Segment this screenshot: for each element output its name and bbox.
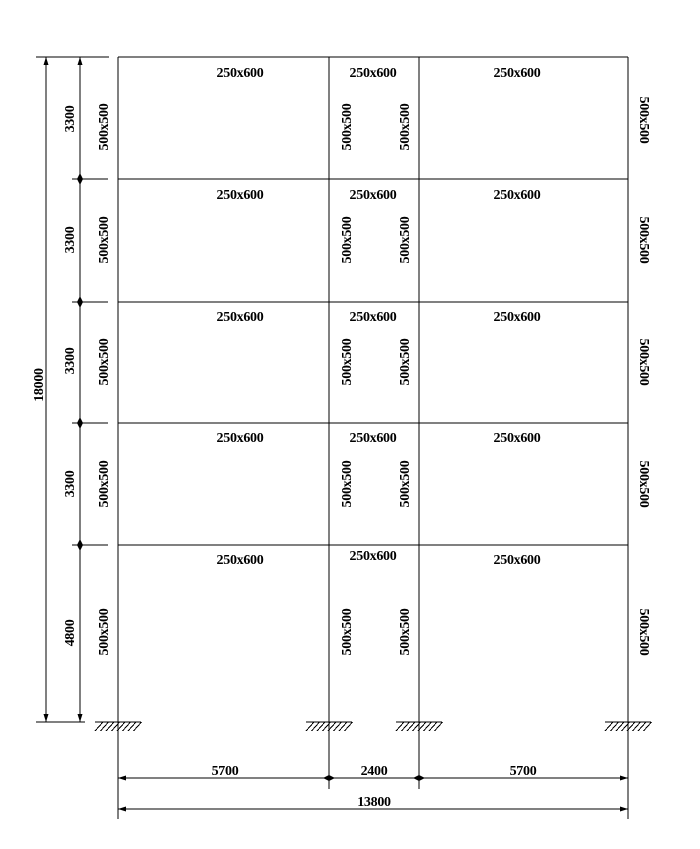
beam-label: 250x600 [494,66,541,81]
column-label: 500x500 [636,217,651,264]
beam-label: 250x600 [217,310,264,325]
column-label: 500x500 [340,103,355,150]
beam-label: 250x600 [494,431,541,446]
arrowhead [323,775,335,781]
beam-label: 250x600 [350,66,397,81]
bay-width-dim: 2400 [361,764,388,779]
column-label: 500x500 [97,460,112,507]
column-label: 500x500 [636,97,651,144]
beam-label: 250x600 [350,188,397,203]
total-width-dim: 13800 [357,795,391,810]
arrowhead [77,57,83,65]
column-label: 500x500 [97,103,112,150]
beam-label: 250x600 [217,66,264,81]
arrowhead [43,57,49,65]
arrowhead [118,806,126,812]
beam-label: 250x600 [217,188,264,203]
column-label: 500x500 [97,338,112,385]
column-label: 500x500 [398,608,413,655]
column-label: 500x500 [340,608,355,655]
height-dimension-lines [36,56,109,723]
arrowhead [77,417,83,429]
beam-label: 250x600 [494,553,541,568]
bay-width-dim: 5700 [212,764,239,779]
frame-beam-lines [118,56,628,546]
story-height-dim: 3300 [63,105,78,132]
story-height-dim: 3300 [63,470,78,497]
arrowhead [77,539,83,551]
beam-labels: 250x600 250x600 250x600 250x600 250x600 … [217,66,542,568]
beam-label: 250x600 [494,310,541,325]
column-label: 500x500 [97,608,112,655]
column-label: 500x500 [398,103,413,150]
column-label: 500x500 [398,338,413,385]
arrowhead [620,806,628,812]
column-label: 500x500 [636,339,651,386]
dimension-labels: 3300 3300 3300 3300 4800 18000 5700 2400… [32,105,537,810]
arrowhead [77,714,83,722]
arrowhead [620,775,628,781]
arrowhead [43,714,49,722]
story-height-dim: 3300 [63,226,78,253]
column-label: 500x500 [340,216,355,263]
frame-column-lines [117,57,629,722]
arrowhead [77,173,83,185]
arrowhead [77,296,83,308]
beam-label: 250x600 [494,188,541,203]
column-label: 500x500 [398,460,413,507]
story-height-dim: 3300 [63,347,78,374]
column-label: 500x500 [97,216,112,263]
bay-width-dim: 5700 [510,764,537,779]
story-height-dim: 4800 [63,619,78,646]
support-hatches [94,721,652,732]
beam-label: 250x600 [350,549,397,564]
arrowhead [413,775,425,781]
total-height-dim: 18000 [32,368,47,402]
column-label: 500x500 [340,460,355,507]
column-label: 500x500 [340,338,355,385]
column-label: 500x500 [636,609,651,656]
width-dimension-lines [117,722,629,819]
column-label: 500x500 [398,216,413,263]
beam-label: 250x600 [217,553,264,568]
arrowhead [118,775,126,781]
beam-label: 250x600 [350,310,397,325]
beam-label: 250x600 [217,431,264,446]
column-label: 500x500 [636,461,651,508]
column-labels: 500x500 500x500 500x500 500x500 500x500 … [97,97,651,656]
beam-label: 250x600 [350,431,397,446]
